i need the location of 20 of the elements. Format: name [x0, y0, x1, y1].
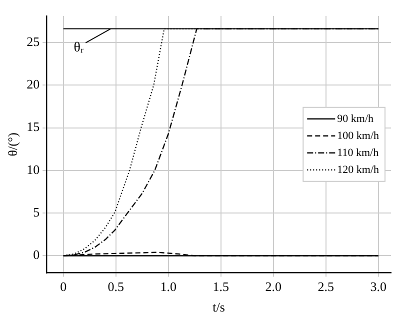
- y-axis-title: θ/(°): [5, 132, 20, 156]
- legend-label: 110 km/h: [337, 146, 380, 159]
- y-tick-label: 5: [33, 204, 40, 220]
- x-tick-label: 0: [60, 279, 67, 294]
- y-tick-label: 10: [26, 162, 40, 177]
- legend-label: 120 km/h: [337, 164, 380, 176]
- legend-label: 100 km/h: [337, 130, 380, 142]
- x-tick-label: 2.0: [265, 279, 282, 294]
- x-tick-label: 1.5: [212, 279, 230, 294]
- y-tick-label: 20: [26, 76, 40, 92]
- x-tick-label: 2.5: [318, 279, 334, 294]
- x-tick-label: 1.0: [160, 279, 177, 294]
- x-tick-label: 0.5: [108, 279, 124, 294]
- x-tick-label: 3.0: [370, 279, 387, 294]
- y-tick-label: 15: [26, 119, 40, 134]
- y-tick-label: 0: [33, 247, 40, 262]
- y-tick-label: 25: [26, 34, 40, 49]
- ref-line-label: θᵣ: [74, 40, 84, 56]
- legend-label: 90 km/h: [337, 112, 374, 125]
- x-axis-title: t/s: [212, 300, 225, 315]
